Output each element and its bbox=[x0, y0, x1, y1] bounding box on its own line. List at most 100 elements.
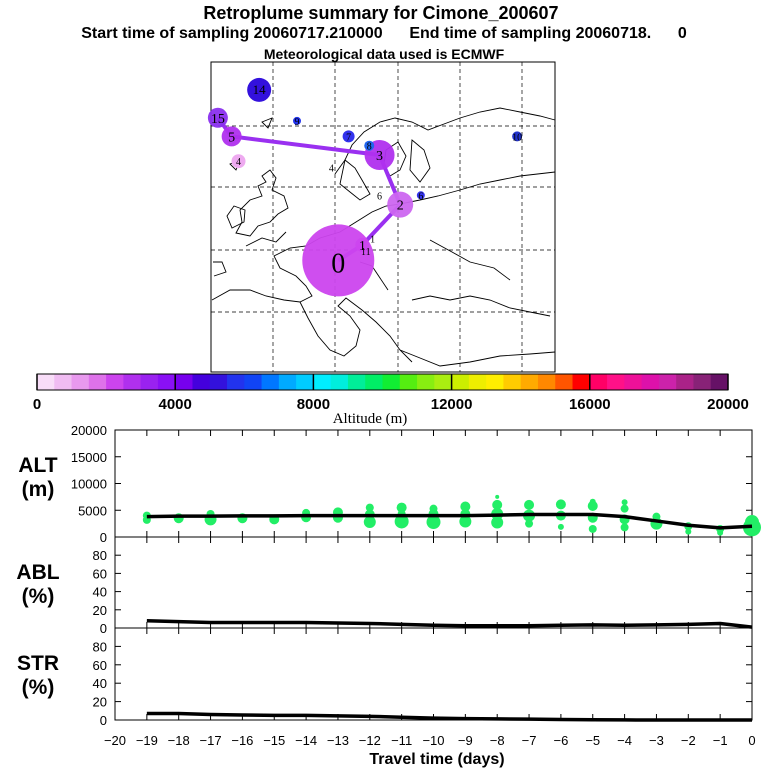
chart-title: Retroplume summary for Cimone_200607 bbox=[203, 3, 559, 23]
y-tick-label: 10000 bbox=[71, 477, 107, 492]
colorbar-swatch bbox=[123, 374, 142, 390]
track-label-day-1: 1 bbox=[359, 239, 366, 254]
y-tick-label: 40 bbox=[93, 676, 107, 691]
x-tick-label: −17 bbox=[200, 733, 222, 748]
y-axis-label-abl: ABL bbox=[16, 561, 59, 584]
y-tick-label: 40 bbox=[93, 585, 107, 600]
colorbar-swatch bbox=[175, 374, 193, 390]
colorbar-swatch bbox=[486, 374, 504, 390]
colorbar-swatch bbox=[589, 374, 608, 390]
altitude-point bbox=[621, 499, 628, 506]
colorbar-swatch bbox=[54, 374, 73, 390]
panel-str: 0 20 40 60 80 STR(%) bbox=[17, 627, 753, 728]
day-label: 14 bbox=[253, 82, 267, 97]
colorbar-swatch bbox=[676, 374, 694, 390]
day-marker bbox=[512, 131, 523, 142]
y-tick-label: 0 bbox=[100, 713, 107, 728]
altitude-point bbox=[396, 502, 407, 513]
altitude-point bbox=[495, 494, 500, 499]
colorbar-swatch bbox=[278, 374, 297, 390]
altitude-point bbox=[365, 503, 374, 512]
day-label: 4 bbox=[329, 163, 334, 174]
altitude-point bbox=[652, 512, 661, 521]
colorbar-swatch bbox=[399, 374, 418, 390]
panel-alt: 0 5000 10000 15000 20000 ALT(m) bbox=[18, 423, 761, 545]
timeseries-panels: 05000100001500020000ALT(m)020406080ABL(%… bbox=[16, 423, 761, 728]
altitude-point bbox=[587, 500, 598, 511]
x-tick-label: −3 bbox=[649, 733, 664, 748]
altitude-point bbox=[588, 524, 597, 533]
altitude-point bbox=[459, 515, 472, 528]
altitude-point bbox=[460, 501, 471, 512]
colorbar-swatch bbox=[607, 374, 625, 390]
day-marker bbox=[342, 130, 355, 143]
colorbar-swatch bbox=[520, 374, 539, 390]
colorbar-swatch bbox=[244, 374, 263, 390]
altitude-point bbox=[394, 514, 409, 529]
x-axis-title: Travel time (days) bbox=[369, 751, 504, 768]
colorbar-swatch bbox=[468, 374, 487, 390]
x-tick-label: −10 bbox=[422, 733, 444, 748]
track-label-day-2: 2 bbox=[397, 199, 404, 214]
altitude-point bbox=[717, 529, 724, 536]
y-tick-label: 60 bbox=[93, 658, 107, 673]
colorbar-swatch bbox=[330, 374, 349, 390]
met-note: Meteorological data used is ECMWF bbox=[263, 46, 505, 62]
x-tick-label: −6 bbox=[553, 733, 568, 748]
colorbar-swatch bbox=[140, 374, 159, 390]
map-frame bbox=[210, 61, 556, 373]
colorbar-swatch bbox=[106, 374, 124, 390]
colorbar-swatch bbox=[313, 374, 332, 390]
x-tick-label: −5 bbox=[585, 733, 600, 748]
colorbar-swatch bbox=[710, 374, 729, 390]
day-label: 6 bbox=[418, 191, 423, 202]
x-tick-label: −18 bbox=[168, 733, 190, 748]
y-tick-label: 20 bbox=[93, 695, 107, 710]
colorbar-tick-label: 12000 bbox=[431, 396, 473, 413]
colorbar-swatch bbox=[227, 374, 245, 390]
altitude-point bbox=[685, 528, 692, 535]
colorbar-swatch bbox=[347, 374, 366, 390]
panel-frame bbox=[114, 627, 753, 721]
x-tick-label: −16 bbox=[231, 733, 253, 748]
y-axis-label-str: STR bbox=[17, 652, 59, 675]
y-axis-label-alt: (m) bbox=[22, 478, 55, 501]
altitude-point bbox=[492, 499, 503, 510]
track-point-day-5 bbox=[221, 126, 242, 147]
day-label: 11 bbox=[361, 247, 371, 258]
x-tick-label: −14 bbox=[295, 733, 317, 748]
y-tick-label: 0 bbox=[100, 530, 107, 545]
y-tick-label: 80 bbox=[93, 548, 107, 563]
plume-day-labels: 14 9 4 4 7 8 10 6 6 111 bbox=[231, 77, 523, 258]
day-label: 1 bbox=[370, 235, 375, 246]
x-tick-label: −11 bbox=[391, 733, 412, 748]
colorbar-swatch bbox=[296, 374, 314, 390]
x-tick-label: −15 bbox=[263, 733, 285, 748]
colorbar-tick-label: 0 bbox=[33, 396, 41, 413]
y-tick-label: 20 bbox=[93, 603, 107, 618]
x-tick-label: −8 bbox=[490, 733, 505, 748]
track-label-day-0: 0 bbox=[331, 248, 345, 279]
day-label: 6 bbox=[377, 191, 382, 202]
colorbar-tick-label: 16000 bbox=[569, 396, 611, 413]
colorbar-swatch bbox=[624, 374, 643, 390]
series-line-str bbox=[146, 711, 752, 722]
colorbar-swatch bbox=[451, 374, 470, 390]
day-marker bbox=[247, 77, 272, 102]
colorbar-swatch bbox=[71, 374, 90, 390]
colorbar-swatch bbox=[209, 374, 228, 390]
colorbar-swatch bbox=[537, 374, 556, 390]
colorbar-swatch bbox=[261, 374, 280, 390]
colorbar-tick-labels: 0 4000 8000 12000 16000 20000 bbox=[33, 374, 749, 413]
colorbar-tick-label: 4000 bbox=[159, 396, 192, 413]
series-line-alt bbox=[146, 512, 753, 530]
series-line-abl bbox=[146, 618, 753, 629]
altitude-point bbox=[555, 499, 566, 510]
y-tick-label: 15000 bbox=[71, 450, 107, 465]
colorbar-tick-label: 20000 bbox=[707, 396, 749, 413]
altitude-point bbox=[557, 523, 564, 530]
colorbar-tick-label: 8000 bbox=[297, 396, 330, 413]
y-tick-label: 0 bbox=[100, 621, 107, 636]
